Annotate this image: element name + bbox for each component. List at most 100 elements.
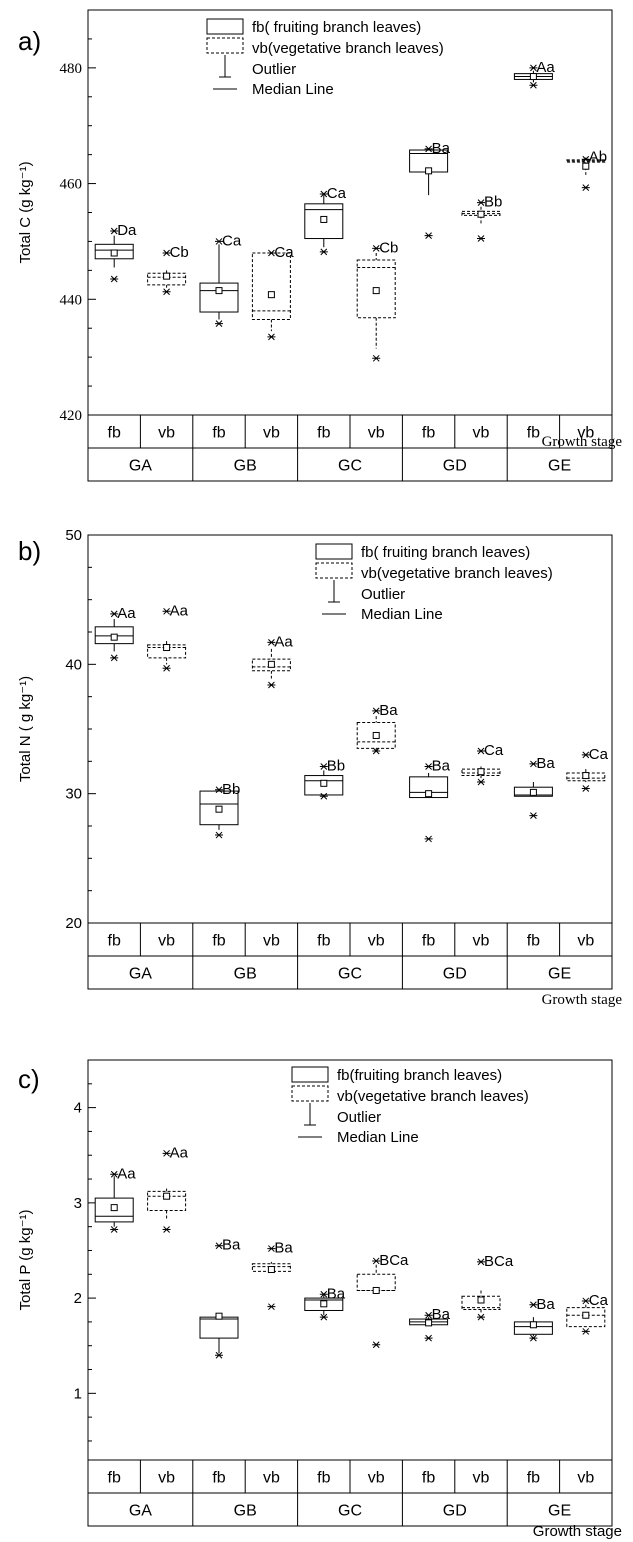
- outlier-marker: [477, 235, 485, 242]
- panel-label: a): [18, 26, 41, 56]
- leaf-type-label: fb: [422, 425, 435, 442]
- stage-label: GE: [548, 458, 571, 475]
- outlier-marker: [319, 763, 328, 770]
- outlier-marker: [267, 249, 276, 257]
- outlier-marker: [372, 1257, 381, 1265]
- box-GC-fb: Ba: [304, 1285, 346, 1321]
- leaf-type-label: vb: [577, 1470, 594, 1487]
- mean-marker: [163, 644, 171, 652]
- mean-marker: [215, 805, 223, 813]
- box-GC-vb: BCa: [356, 1252, 409, 1349]
- significance-label: Ba: [432, 1306, 451, 1323]
- mean-marker: [267, 1266, 275, 1274]
- significance-label: Ab: [589, 149, 607, 166]
- box-GE-vb: Ca: [566, 746, 609, 792]
- outlier-marker: [529, 1334, 538, 1342]
- box-GC-vb: Ba: [356, 702, 398, 755]
- box-GE-fb: Aa: [513, 59, 555, 89]
- box-iqr: [147, 644, 187, 659]
- mean-marker: [320, 779, 328, 787]
- box-GD-fb: Ba: [409, 140, 451, 239]
- box-GC-vb: Cb: [356, 239, 398, 362]
- legend-vb-swatch: [315, 562, 353, 579]
- leaf-type-label: fb: [212, 425, 225, 442]
- box-iqr: [356, 1273, 396, 1291]
- box-GA-vb: Cb: [147, 244, 189, 296]
- y-tick-label: 20: [65, 915, 82, 932]
- stage-label: GC: [338, 1503, 362, 1520]
- significance-label: Ca: [589, 1292, 609, 1309]
- box-GB-fb: Ca: [199, 232, 242, 327]
- outlier-marker: [529, 812, 538, 820]
- outlier-marker: [110, 227, 119, 235]
- mean-marker: [477, 210, 485, 218]
- stage-label: GC: [338, 966, 362, 983]
- stage-label: GA: [129, 1503, 152, 1520]
- mean-marker: [110, 633, 118, 641]
- leaf-type-label: vb: [368, 1470, 385, 1487]
- mean-marker: [582, 162, 590, 170]
- legend-outlier-label: Outlier: [361, 586, 405, 603]
- stage-label: GD: [443, 458, 467, 475]
- legend-vb-swatch: [291, 1085, 329, 1102]
- mean-marker: [425, 167, 433, 175]
- y-tick-label: 2: [74, 1290, 82, 1307]
- stage-label: GB: [234, 966, 257, 983]
- box-GE-fb: Ba: [513, 1296, 555, 1342]
- stage-label: GB: [234, 1503, 257, 1520]
- box-iqr: [251, 252, 291, 321]
- outlier-marker: [477, 1313, 485, 1321]
- legend-fb-swatch: [291, 1066, 329, 1083]
- mean-marker: [425, 1319, 433, 1327]
- stage-label: GD: [443, 966, 467, 983]
- significance-label: Da: [117, 222, 137, 239]
- significance-label: Cb: [379, 239, 398, 256]
- leaf-type-label: fb: [422, 933, 435, 950]
- leaf-type-label: fb: [212, 933, 225, 950]
- leaf-type-label: fb: [108, 425, 121, 442]
- panel-1: a) 420 440 460 480 Total C (g kg⁻¹) fb vb GA fb vb…: [17, 9, 622, 482]
- outlier-marker: [267, 681, 276, 689]
- outlier-marker: [110, 275, 119, 283]
- box-GB-vb: Ca: [251, 244, 294, 341]
- box-GD-vb: BCa: [461, 1253, 514, 1321]
- outlier-marker: [581, 785, 590, 792]
- significance-label: Ca: [274, 244, 294, 261]
- y-tick-label: 50: [65, 527, 82, 544]
- box-GC-fb: Ca: [304, 185, 347, 256]
- leaf-type-label: vb: [577, 425, 594, 442]
- outlier-marker: [215, 320, 223, 327]
- outlier-marker: [215, 831, 223, 839]
- outlier-marker: [319, 792, 328, 800]
- outlier-marker: [110, 1170, 119, 1178]
- significance-label: Ca: [327, 185, 347, 202]
- y-tick-label: 30: [65, 786, 82, 803]
- panel-3: c) 1 2 3 4 Total P (g kg⁻¹) fb vb GA fb vb GB fb vb GC…: [17, 1059, 622, 1540]
- box-GD-fb: Ba: [409, 758, 451, 843]
- significance-label: Bb: [484, 194, 502, 211]
- outlier-marker: [162, 1226, 171, 1233]
- outlier-marker: [424, 232, 433, 239]
- outlier-marker: [581, 1328, 590, 1335]
- leaf-type-label: fb: [317, 425, 330, 442]
- outlier-marker: [424, 1311, 433, 1319]
- leaf-type-label: fb: [317, 933, 330, 950]
- y-tick-label: 440: [60, 292, 83, 308]
- y-tick-label: 1: [74, 1385, 82, 1402]
- outlier-marker: [372, 354, 381, 362]
- outlier-marker: [319, 190, 328, 198]
- mean-marker: [372, 731, 380, 739]
- mean-marker: [529, 73, 537, 81]
- significance-label: Aa: [117, 605, 136, 622]
- legend-outlier-label: Outlier: [337, 1109, 381, 1126]
- significance-label: Cb: [170, 244, 189, 261]
- box-GB-fb: Ba: [199, 1237, 241, 1359]
- significance-label: Ca: [484, 742, 504, 759]
- outlier-marker: [319, 248, 328, 256]
- outlier-marker: [267, 638, 276, 646]
- outlier-marker: [529, 1301, 538, 1309]
- leaf-type-label: vb: [158, 1470, 175, 1487]
- box-GA-vb: Aa: [147, 602, 189, 672]
- mean-marker: [372, 287, 380, 295]
- stage-label: GA: [129, 458, 152, 475]
